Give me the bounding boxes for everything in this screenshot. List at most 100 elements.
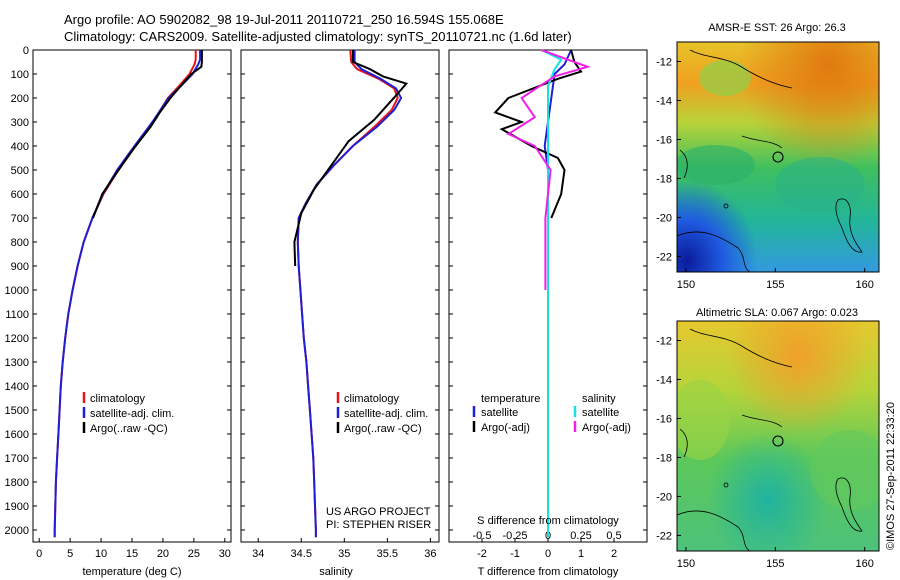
temperature-x-tick-label: 15	[126, 548, 138, 560]
legend-label-temp-argo: Argo(-adj)	[481, 422, 530, 434]
sst-reef-contour	[679, 135, 783, 179]
map-lon-tick-label: 150	[677, 558, 695, 570]
difference-panel: -2 -1 0 1 2-0.5 -0.25 0 0.25 0.5 temperature sat…	[448, 49, 648, 578]
sst-coastline	[689, 49, 793, 89]
map-lat-tick-label: -12	[656, 56, 672, 68]
difference-legend: temperature satellite Argo(-adj) salinit…	[472, 393, 631, 434]
temperature-x-ticks: 0 5 10 15 20 25 30	[36, 538, 231, 560]
legend-label-argo: Argo(..raw -QC)	[90, 423, 168, 435]
temperature-series	[53, 50, 203, 538]
temperature-x-axis-label: temperature (deg C)	[82, 566, 181, 578]
salinity-plot-frame	[240, 49, 440, 543]
depth-tick-label: 1200	[5, 333, 29, 345]
map-lat-tick-label: -16	[656, 134, 672, 146]
sla-shelf-contour	[677, 510, 751, 551]
map-lat-tick-label: -22	[656, 251, 672, 263]
sst-map-panel: AMSR-E SST: 26 Argo: 26.3 -12 -14 -16 -18 -2…	[656, 22, 880, 291]
sst-shelf-contour	[677, 231, 751, 272]
sla-map-panel: Altimetric SLA: 0.067 Argo: 0.023 -12 -14…	[656, 307, 880, 570]
salinity-x-tick-label: 36	[424, 548, 436, 560]
depth-tick-label: 1700	[5, 453, 29, 465]
sla-argo-location-marker	[772, 435, 784, 447]
depth-tick-label: 1300	[5, 357, 29, 369]
map-lat-tick-label: -14	[656, 374, 672, 386]
temperature-plot-frame	[32, 49, 232, 543]
depth-tick-label: 400	[11, 141, 29, 153]
map-lat-tick-label: -20	[656, 491, 672, 503]
salinity-series	[293, 49, 409, 538]
series-line-salinity-satellite	[540, 49, 563, 538]
sst-map-frame	[676, 41, 880, 273]
s-difference-tick-label: -0.25	[502, 530, 527, 542]
legend-label-climatology: climatology	[344, 393, 400, 405]
legend-header-temperature: temperature	[481, 393, 540, 405]
sst-map-title: AMSR-E SST: 26 Argo: 26.3	[708, 22, 846, 34]
difference-ticks: -2 -1 0 1 2-0.5 -0.25 0 0.25 0.5	[449, 49, 647, 560]
t-difference-tick-label: 1	[578, 548, 584, 560]
temperature-depth-ticks: 0 100 200 300 400 500 600 700 800 900 1000 1100 1200…	[5, 45, 231, 537]
sst-island	[723, 203, 729, 209]
series-line-satellite-adj-clim	[296, 50, 403, 538]
t-difference-tick-label: -2	[477, 548, 487, 560]
map-lat-tick-label: -18	[656, 173, 672, 185]
chart-title-line1: Argo profile: AO 5902082_98 19-Jul-2011 …	[64, 12, 504, 27]
s-difference-tick-label: -0.5	[473, 530, 492, 542]
salinity-legend: climatology satellite-adj. clim. Argo(..…	[336, 392, 428, 435]
temperature-x-tick-label: 30	[219, 548, 231, 560]
salinity-x-axis-label: salinity	[319, 566, 353, 578]
depth-tick-label: 800	[11, 237, 29, 249]
depth-tick-label: 600	[11, 189, 29, 201]
s-difference-tick-label: 0.5	[606, 530, 621, 542]
map-lat-tick-label: -14	[656, 95, 672, 107]
sla-map-image	[677, 321, 879, 551]
temperature-x-tick-label: 10	[95, 548, 107, 560]
series-line-argo-raw-qc	[293, 50, 409, 267]
depth-tick-label: 0	[23, 45, 29, 57]
series-line-salinity-argo-adj	[506, 49, 591, 290]
depth-tick-label: 1800	[5, 477, 29, 489]
temperature-legend: climatology satellite-adj. clim. Argo(..…	[82, 392, 174, 435]
map-lon-tick-label: 155	[766, 558, 784, 570]
depth-tick-label: 500	[11, 165, 29, 177]
t-difference-tick-label: -1	[510, 548, 520, 560]
depth-tick-label: 100	[11, 69, 29, 81]
sst-reef-outline	[835, 198, 863, 253]
sst-argo-location-marker	[772, 151, 784, 163]
chart-title-line2: Climatology: CARS2009. Satellite-adjuste…	[64, 29, 572, 44]
t-difference-tick-label: 2	[611, 548, 617, 560]
legend-label-sal-satellite: satellite	[582, 407, 619, 419]
salinity-x-tick-label: 34.5	[291, 548, 312, 560]
s-difference-tick-label: 0.25	[570, 530, 591, 542]
t-difference-x-axis-label: T difference from climatology	[478, 566, 619, 578]
pi-label: PI: STEPHEN RISER	[326, 519, 431, 531]
sla-map-ticks: -12 -14 -16 -18 -20 -22 150 155 160	[656, 335, 874, 570]
map-lat-tick-label: -16	[656, 413, 672, 425]
temperature-x-tick-label: 25	[188, 548, 200, 560]
depth-tick-label: 900	[11, 261, 29, 273]
depth-tick-label: 300	[11, 117, 29, 129]
s-difference-label: S difference from climatology	[477, 515, 619, 527]
series-line-argo-raw-qc	[92, 50, 203, 219]
depth-tick-label: 200	[11, 93, 29, 105]
salinity-x-tick-label: 35	[338, 548, 350, 560]
depth-tick-label: 1900	[5, 501, 29, 513]
temperature-x-tick-label: 5	[67, 548, 73, 560]
map-lat-tick-label: -18	[656, 452, 672, 464]
sla-map-frame	[676, 320, 880, 552]
temperature-x-tick-label: 20	[157, 548, 169, 560]
legend-header-salinity: salinity	[582, 393, 616, 405]
sla-map-title: Altimetric SLA: 0.067 Argo: 0.023	[696, 307, 858, 319]
depth-tick-label: 2000	[5, 525, 29, 537]
sla-reef-outline	[835, 477, 863, 532]
map-lat-tick-label: -22	[656, 530, 672, 542]
sst-map-image	[677, 42, 879, 272]
salinity-ticks: 34 34.5 35 35.5 36	[241, 49, 439, 560]
legend-label-climatology: climatology	[90, 393, 146, 405]
map-lon-tick-label: 160	[856, 279, 874, 291]
difference-series	[493, 49, 591, 538]
legend-label-sal-argo: Argo(-adj)	[582, 422, 631, 434]
salinity-panel: 34 34.5 35 35.5 36 climatology satellite-adj…	[240, 49, 440, 578]
series-line-temperature-argo-adj	[493, 49, 583, 219]
map-lat-tick-label: -20	[656, 212, 672, 224]
